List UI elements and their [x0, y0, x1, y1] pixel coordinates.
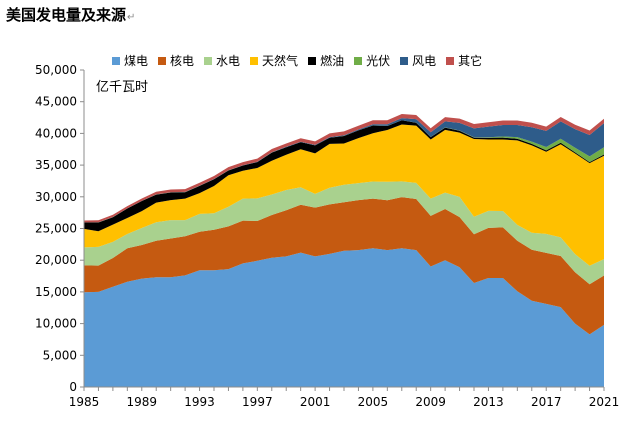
legend-label: 其它 [458, 54, 483, 68]
y-tick-label: 35,000 [35, 158, 77, 172]
legend-swatch [308, 56, 317, 65]
x-tick-label: 2017 [531, 395, 562, 409]
x-tick-label: 2005 [358, 395, 389, 409]
area-series-6 [84, 118, 604, 223]
legend-swatch [204, 56, 213, 65]
legend-swatch [112, 56, 120, 65]
legend-swatch [158, 56, 167, 65]
legend-swatch [354, 56, 363, 65]
legend-item: 核电 [158, 52, 194, 69]
y-tick-label: 5,000 [43, 348, 77, 362]
legend-item: 光伏 [354, 52, 390, 69]
chart-legend: 煤电 核电 水电 天然气 燃油 光伏 风电 其它 [112, 52, 482, 69]
y-tick-label: 20,000 [35, 253, 77, 267]
x-tick-label: 1989 [127, 395, 158, 409]
y-tick-label: 50,000 [35, 63, 77, 77]
area-series-1 [84, 197, 604, 335]
x-tick-label: 2001 [300, 395, 331, 409]
legend-label: 燃油 [320, 54, 345, 68]
area-series-7 [84, 114, 604, 223]
legend-item: 天然气 [250, 52, 298, 69]
legend-swatch [400, 56, 409, 65]
y-tick-label: 40,000 [35, 126, 77, 140]
x-tick-label: 2013 [473, 395, 504, 409]
legend-label: 光伏 [366, 54, 391, 68]
area-series-2 [84, 181, 604, 285]
legend-label: 风电 [412, 54, 437, 68]
y-tick-label: 15,000 [35, 285, 77, 299]
legend-label: 水电 [216, 54, 241, 68]
chart-title-text: 美国发电量及来源 [6, 6, 127, 24]
legend-item: 燃油 [308, 52, 344, 69]
legend-item: 煤电 [112, 52, 148, 69]
legend-item: 风电 [400, 52, 436, 69]
area-series-0 [84, 248, 604, 387]
x-tick-label: 2021 [589, 395, 620, 409]
x-tick-label: 2009 [415, 395, 446, 409]
y-tick-label: 0 [69, 380, 77, 394]
y-tick-label: 45,000 [35, 95, 77, 109]
legend-swatch [446, 56, 455, 65]
legend-label: 核电 [170, 54, 195, 68]
legend-item: 其它 [446, 52, 482, 69]
x-tick-label: 1985 [69, 395, 100, 409]
x-tick-label: 1993 [184, 395, 215, 409]
y-tick-label: 30,000 [35, 190, 77, 204]
y-tick-label: 10,000 [35, 317, 77, 331]
y-tick-label: 25,000 [35, 222, 77, 236]
area-series-3 [84, 124, 604, 266]
legend-label: 天然气 [262, 54, 299, 68]
unit-label: 亿千瓦时 [96, 80, 149, 95]
legend-label: 煤电 [124, 54, 149, 68]
return-mark-icon: ↵ [127, 12, 136, 23]
x-tick-label: 1997 [242, 395, 273, 409]
legend-swatch [250, 56, 259, 65]
chart-title: 美国发电量及来源↵ [6, 4, 135, 25]
area-series-4 [84, 120, 604, 232]
legend-item: 水电 [204, 52, 240, 69]
